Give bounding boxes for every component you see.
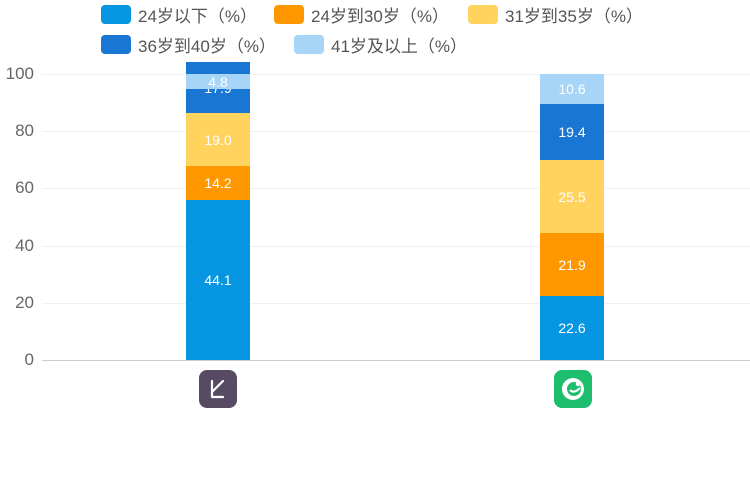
bar-segment-41-plus[interactable]: 4.8	[186, 73, 250, 90]
gridline	[42, 303, 750, 304]
data-label: 22.6	[558, 320, 586, 336]
data-label: 19.0	[204, 131, 232, 148]
legend-swatch	[294, 34, 324, 54]
gridline	[42, 246, 750, 247]
y-tick-40: 40	[15, 236, 34, 255]
legend-swatch	[274, 4, 304, 24]
gridline	[42, 131, 750, 132]
y-tick-20: 20	[15, 293, 34, 312]
data-label: 10.6	[558, 81, 586, 97]
legend-label: 31岁到35岁（%）	[505, 6, 643, 26]
y-tick-80: 80	[15, 121, 34, 140]
legend-item-24-30[interactable]: 24岁到30岁（%）	[274, 1, 449, 27]
legend-item-under-24[interactable]: 24岁以下（%）	[101, 1, 257, 27]
legend-item-31-35[interactable]: 31岁到35岁（%）	[468, 1, 643, 27]
data-label: 14.2	[204, 175, 232, 191]
bar-segment-24-30[interactable]: 14.2	[186, 166, 250, 200]
bar-segment-31-35[interactable]: 19.0	[186, 113, 250, 166]
x-axis-line	[42, 360, 750, 361]
bar-keep[interactable]: 44.1 14.2 19.0 17.9	[186, 62, 250, 360]
y-tick-0: 0	[24, 350, 34, 369]
gridline	[42, 188, 750, 189]
bar-segment-under-24[interactable]: 22.6	[540, 296, 604, 360]
legend-label: 24岁以下（%）	[138, 6, 258, 26]
bar-segment-31-35[interactable]: 25.5	[540, 160, 604, 233]
keep-app-icon	[199, 370, 237, 408]
data-label: 21.9	[558, 256, 586, 273]
legend-item-36-40[interactable]: 36岁到40岁（%）	[101, 31, 276, 57]
chart-legend: 24岁以下（%） 24岁到30岁（%） 31岁到35岁（%） 36岁到40岁（%…	[0, 0, 750, 64]
legend-label: 24岁到30岁（%）	[311, 6, 449, 26]
bar-segment-24-30[interactable]: 21.9	[540, 233, 604, 296]
gridline	[42, 74, 750, 75]
y-tick-60: 60	[15, 178, 34, 197]
data-label: 25.5	[558, 188, 586, 205]
data-label: 19.4	[558, 124, 586, 140]
legend-label: 41岁及以上（%）	[331, 36, 468, 56]
bar-green-app[interactable]: 22.6 21.9 25.5 19.4 10.6	[540, 74, 604, 360]
legend-swatch	[468, 4, 498, 24]
green-fitness-app-icon	[554, 370, 592, 408]
legend-label: 36岁到40岁（%）	[138, 36, 276, 56]
bar-segment-41-plus[interactable]: 10.6	[540, 74, 604, 104]
legend-swatch	[101, 4, 131, 24]
data-label: 44.1	[204, 272, 232, 288]
data-label: 4.8	[208, 73, 228, 90]
legend-swatch	[101, 34, 131, 54]
bar-segment-under-24[interactable]: 44.1	[186, 200, 250, 360]
bar-segment-36-40[interactable]: 19.4	[540, 104, 604, 160]
legend-item-41-plus[interactable]: 41岁及以上（%）	[294, 31, 467, 57]
y-tick-100: 100	[5, 64, 34, 83]
